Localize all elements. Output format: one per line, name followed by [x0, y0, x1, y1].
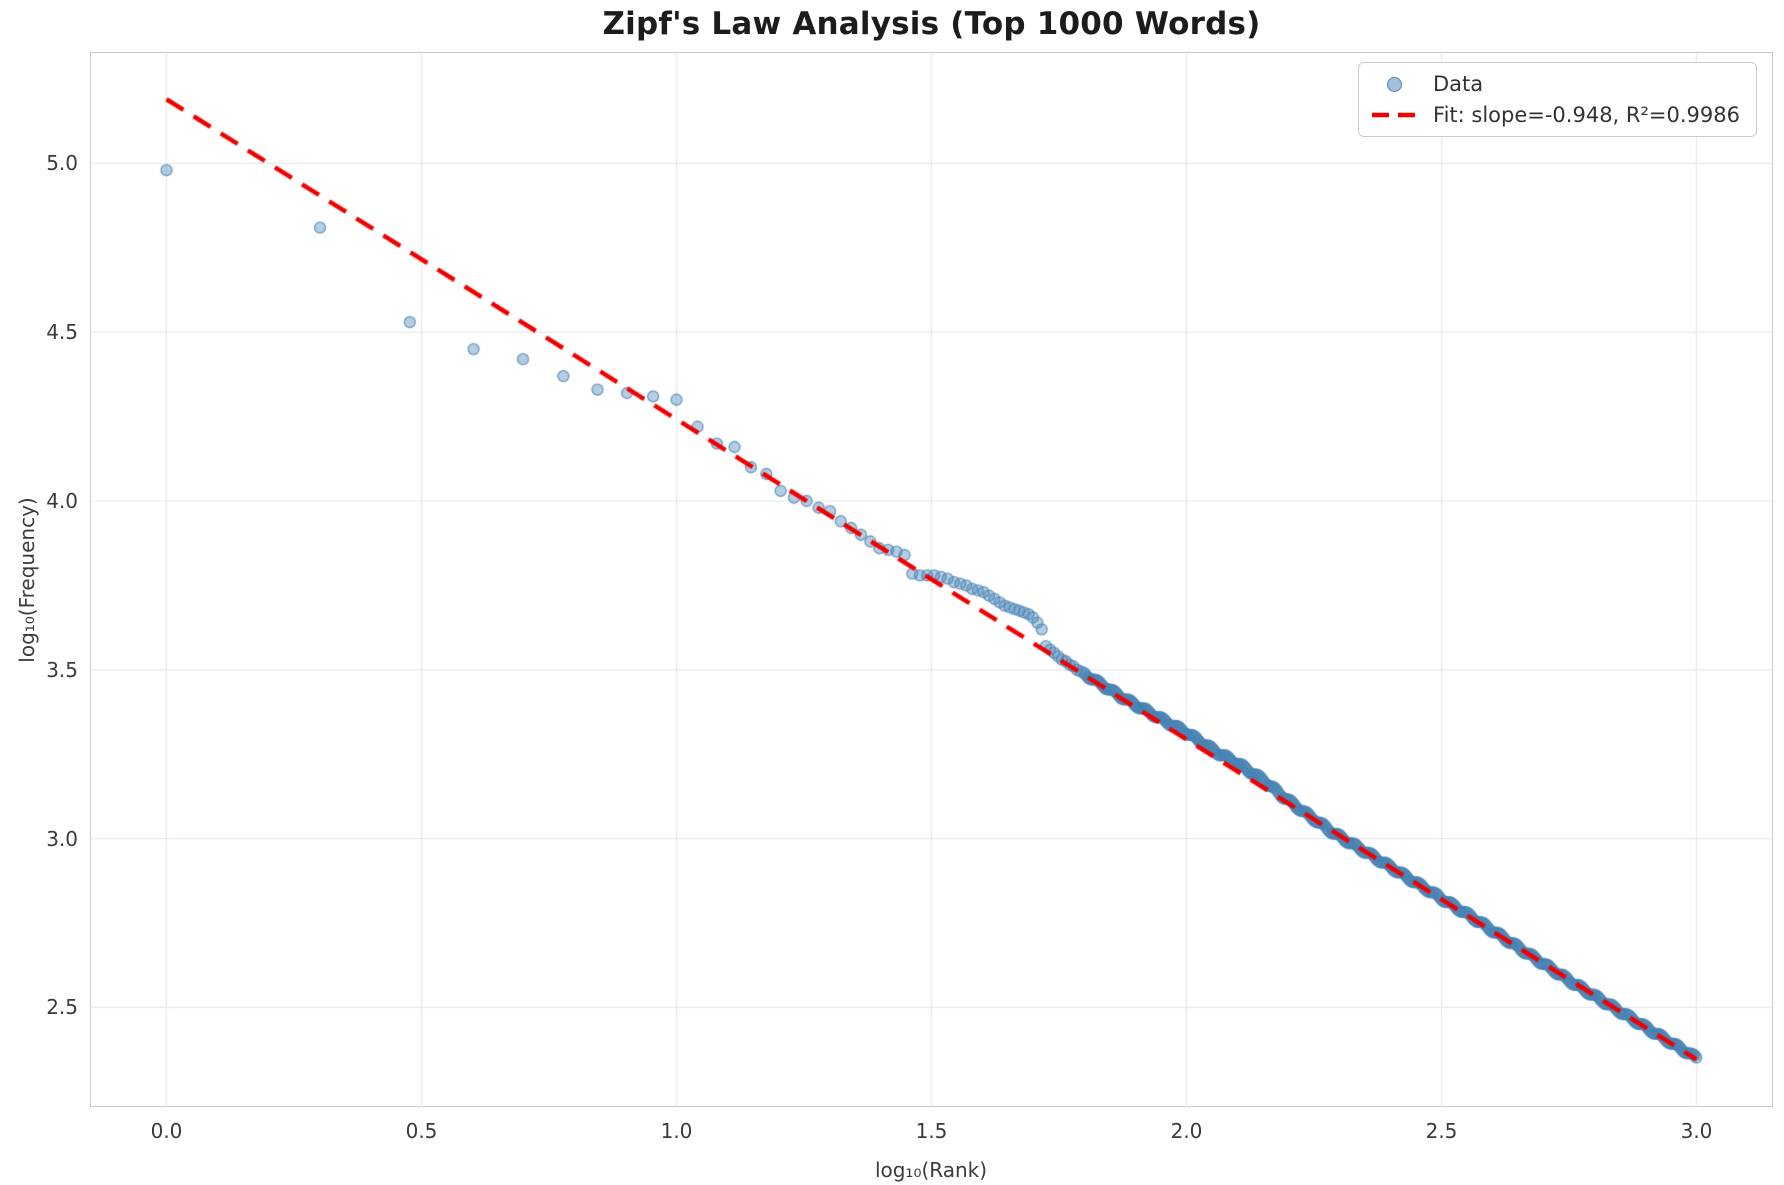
legend-label-fit: Fit: slope=-0.948, R²=0.9986 — [1433, 103, 1740, 127]
y-tick-label: 5.0 — [46, 151, 78, 176]
legend-item-fit: Fit: slope=-0.948, R²=0.9986 — [1371, 103, 1740, 127]
x-axis-label: log₁₀(Rank) — [874, 1158, 988, 1182]
y-tick-label: 3.5 — [46, 657, 78, 682]
legend-item-data: Data — [1371, 72, 1740, 96]
y-axis-label: log₁₀(Frequency) — [15, 497, 39, 663]
dashed-line-icon — [1372, 112, 1417, 118]
x-tick-label: 2.5 — [1425, 1119, 1458, 1143]
y-tick-label: 2.5 — [46, 995, 78, 1020]
y-tick-label: 4.0 — [46, 489, 78, 513]
x-tick-label: 1.5 — [915, 1119, 948, 1143]
chart-title: Zipf's Law Analysis (Top 1000 Words) — [602, 6, 1261, 42]
scatter-marker-icon — [1386, 76, 1402, 92]
x-tick-label: 1.0 — [660, 1119, 693, 1143]
x-tick-label: 0.0 — [150, 1119, 183, 1143]
x-tick-label: 2.0 — [1170, 1119, 1203, 1143]
x-tick-label: 3.0 — [1680, 1119, 1713, 1143]
x-tick-label: 0.5 — [405, 1119, 438, 1143]
legend: Data Fit: slope=-0.948, R²=0.9986 — [1358, 62, 1757, 137]
legend-label-data: Data — [1433, 72, 1484, 96]
y-tick-label: 4.5 — [46, 320, 78, 345]
y-tick-label: 3.0 — [46, 826, 78, 851]
